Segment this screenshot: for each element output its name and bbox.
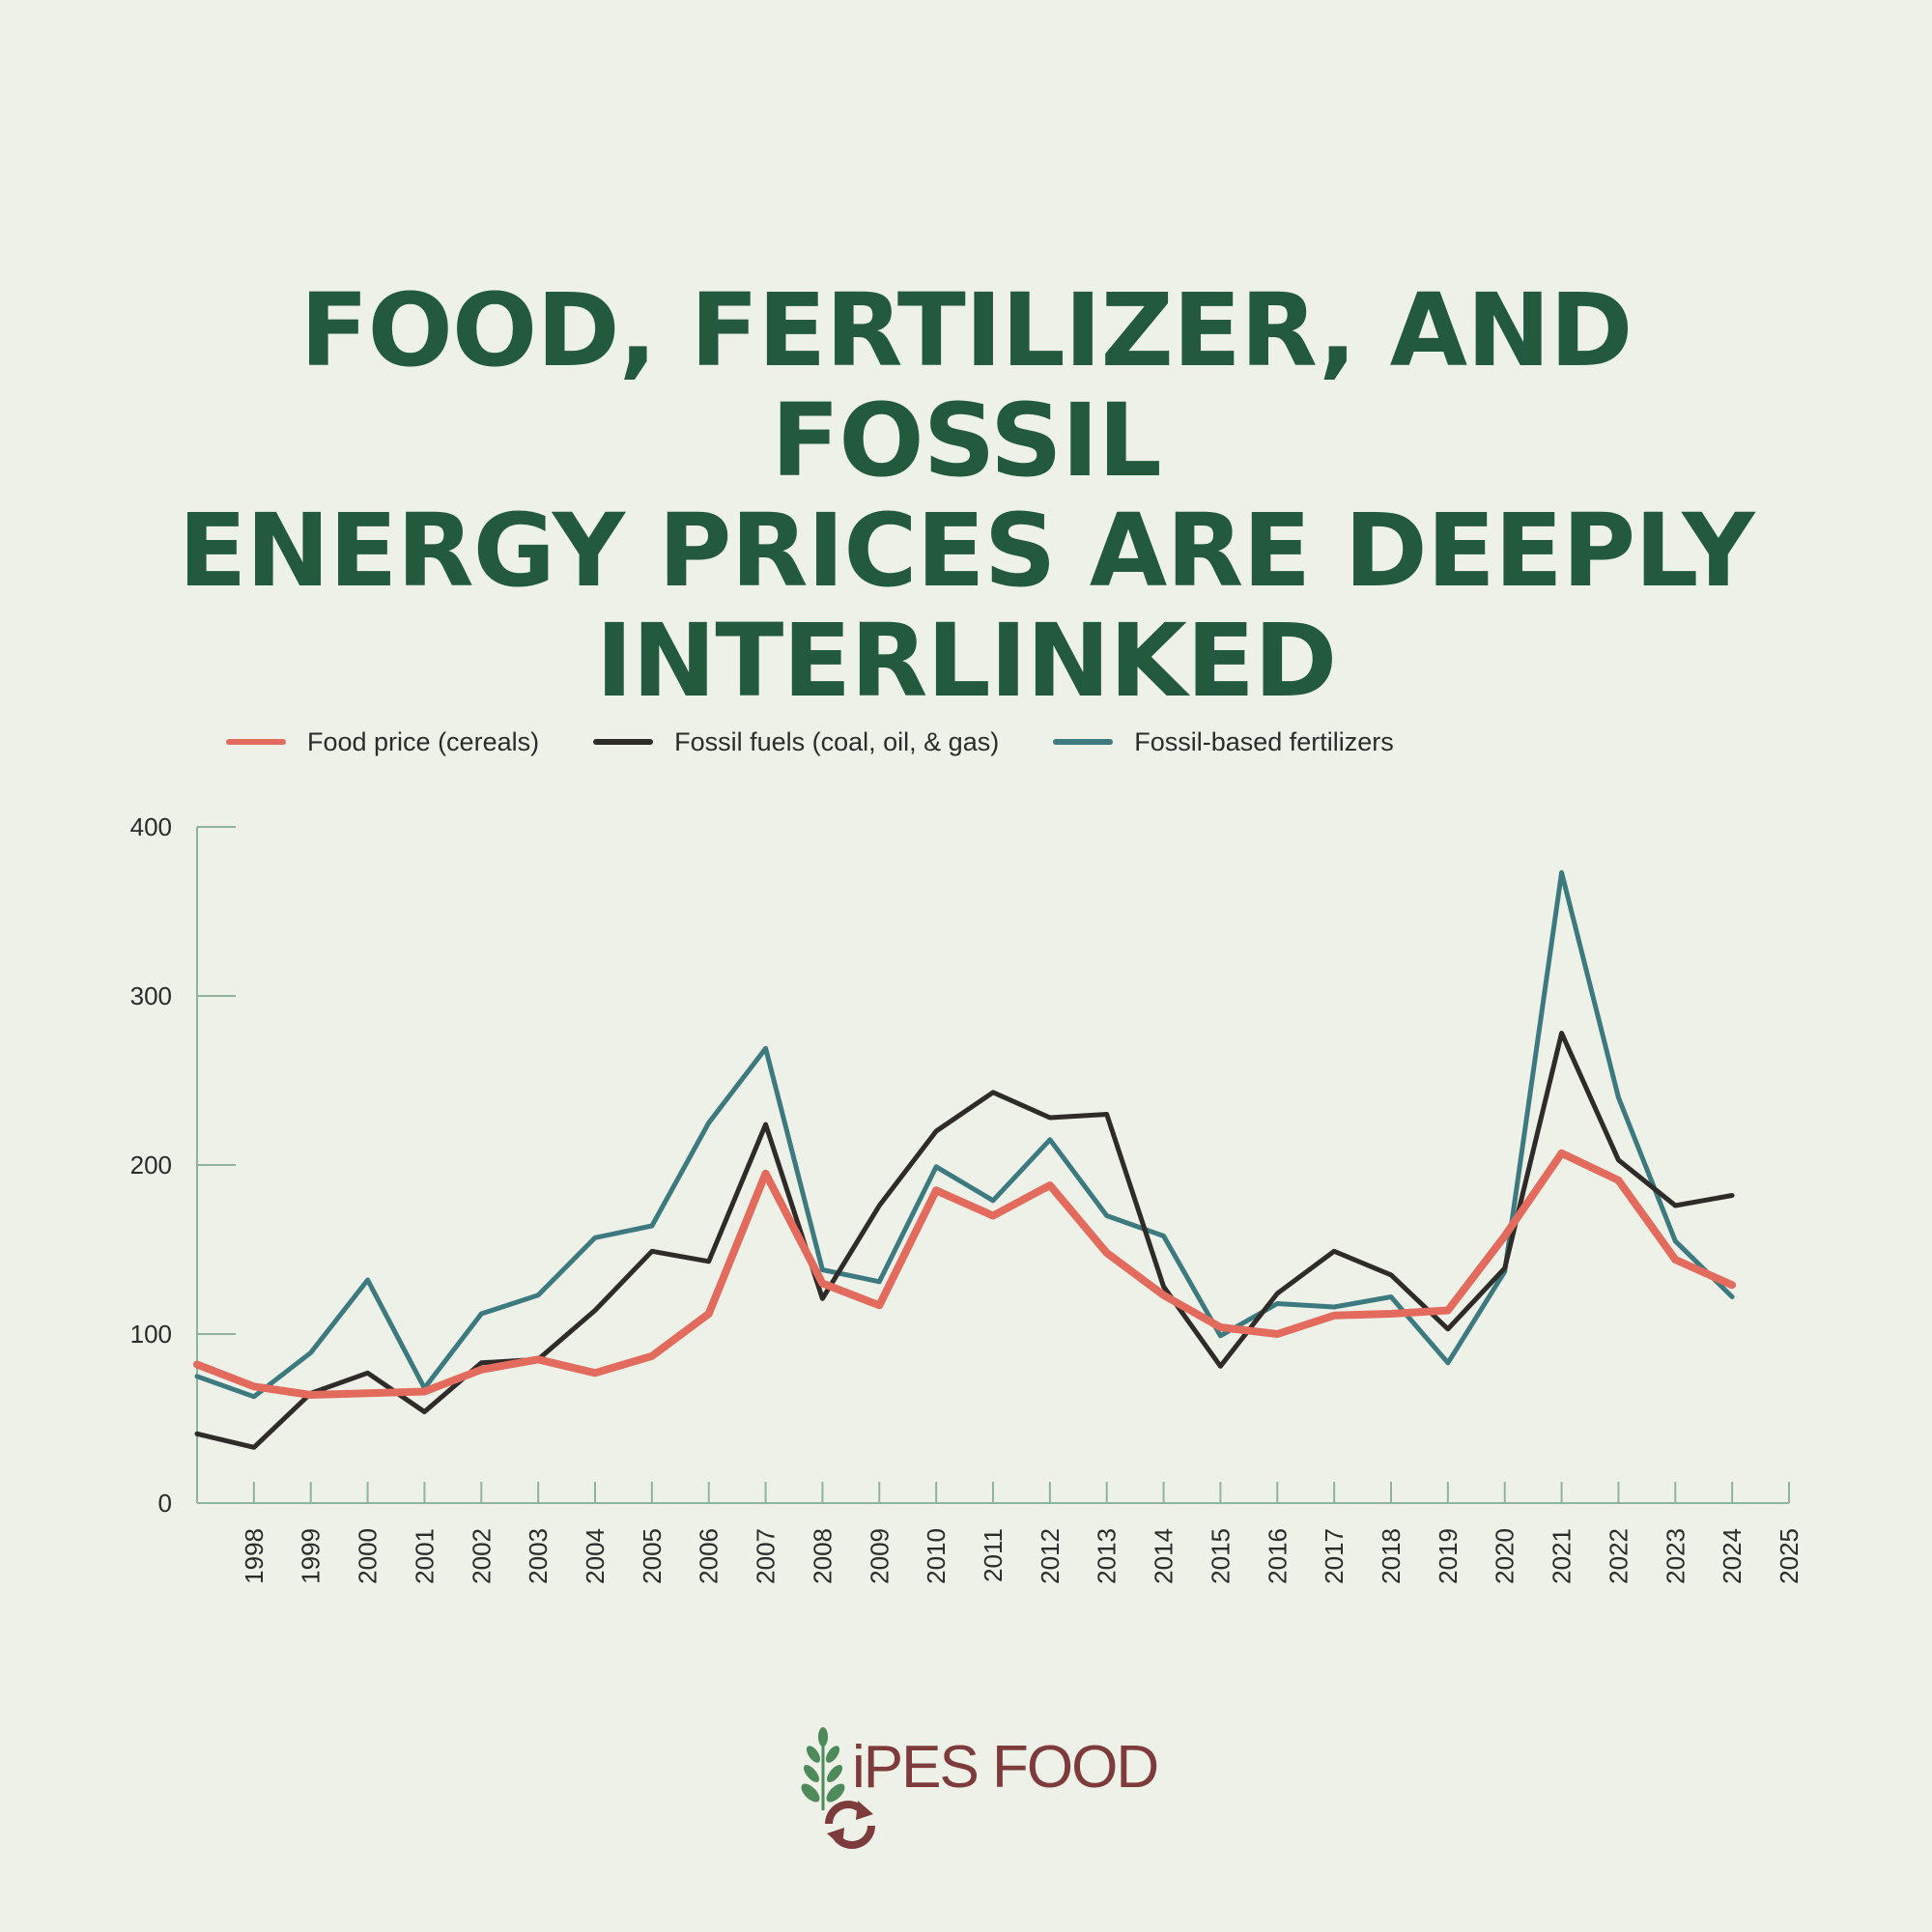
ipes-food-logo: iPES FOOD (794, 1723, 1159, 1849)
y-tick-label-300: 300 (130, 981, 172, 1010)
y-tick-label-0: 0 (158, 1489, 172, 1518)
line-chart: 0 100 200 300 400 1998 1999 2000 2001 2002 2003 200… (130, 812, 1804, 1584)
x-tick-label-2013: 2013 (1093, 1528, 1122, 1584)
x-tick-label-2016: 2016 (1263, 1528, 1292, 1584)
x-tick-label-2009: 2009 (865, 1528, 894, 1584)
x-tick-label-2019: 2019 (1434, 1528, 1463, 1584)
y-tick-label-400: 400 (130, 812, 172, 841)
title-line-3: INTERLINKED (595, 602, 1338, 720)
x-tick-label-1999: 1999 (297, 1528, 326, 1584)
legend-swatch-fossil-fuels (593, 739, 654, 745)
x-tick-label-2003: 2003 (524, 1528, 553, 1584)
title-line-2: ENERGY PRICES ARE DEEPLY (178, 492, 1754, 610)
series-line-fossil-fuels (194, 1031, 1735, 1450)
x-tick-label-2002: 2002 (467, 1528, 496, 1584)
legend-label-food: Food price (cereals) (307, 726, 540, 756)
series-line-fertilizers (194, 869, 1735, 1400)
x-tick-label-2008: 2008 (808, 1528, 837, 1584)
chart-axes: 0 100 200 300 400 1998 1999 2000 2001 2002 2003 200… (130, 812, 1804, 1584)
x-tick-label-2000: 2000 (354, 1528, 383, 1584)
x-tick-label-1998: 1998 (240, 1528, 269, 1584)
x-tick-label-2005: 2005 (638, 1528, 667, 1584)
x-tick-label-2001: 2001 (410, 1528, 439, 1584)
recycle-arrows-icon (825, 1801, 875, 1849)
x-tick-label-2011: 2011 (979, 1528, 1008, 1582)
x-tick-label-2022: 2022 (1604, 1528, 1633, 1584)
logo-text: iPES FOOD (852, 1734, 1159, 1801)
x-tick-label-2020: 2020 (1491, 1528, 1520, 1584)
legend-swatch-food (226, 739, 286, 745)
chart-series (193, 869, 1737, 1450)
legend-item-fossil-fuels: Fossil fuels (coal, oil, & gas) (593, 727, 999, 757)
x-tick-label-2015: 2015 (1206, 1528, 1235, 1584)
x-tick-label-2010: 2010 (922, 1528, 951, 1584)
x-tick-label-2006: 2006 (695, 1528, 724, 1584)
x-tick-label-2014: 2014 (1150, 1528, 1179, 1584)
x-tick-label-2021: 2021 (1548, 1528, 1577, 1584)
wheat-icon (801, 1727, 845, 1810)
x-tick-label-2024: 2024 (1718, 1528, 1747, 1584)
legend-label-fossil-fuels: Fossil fuels (coal, oil, & gas) (674, 726, 1000, 756)
legend-label-fertilizers: Fossil-based fertilizers (1134, 726, 1394, 756)
x-tick-label-2007: 2007 (752, 1528, 781, 1584)
x-tick-label-2012: 2012 (1036, 1528, 1065, 1584)
legend-swatch-fertilizers (1053, 739, 1114, 745)
series-line-food (193, 1149, 1737, 1399)
legend-item-fertilizers: Fossil-based fertilizers (1053, 727, 1394, 757)
y-tick-label-200: 200 (130, 1151, 172, 1179)
y-tick-label-100: 100 (130, 1320, 172, 1349)
x-tick-label-2018: 2018 (1377, 1528, 1406, 1584)
x-tick-label-2023: 2023 (1661, 1528, 1690, 1584)
chart-legend: Food price (cereals) Fossil fuels (coal,… (226, 723, 1448, 761)
x-tick-label-2025: 2025 (1775, 1528, 1804, 1584)
x-tick-label-2004: 2004 (581, 1528, 610, 1584)
legend-item-food: Food price (cereals) (226, 727, 539, 757)
x-tick-label-2017: 2017 (1320, 1528, 1349, 1584)
page-title: FOOD, FERTILIZER, AND FOSSIL ENERGY PRIC… (97, 275, 1835, 716)
title-line-1: FOOD, FERTILIZER, AND FOSSIL (299, 271, 1633, 499)
